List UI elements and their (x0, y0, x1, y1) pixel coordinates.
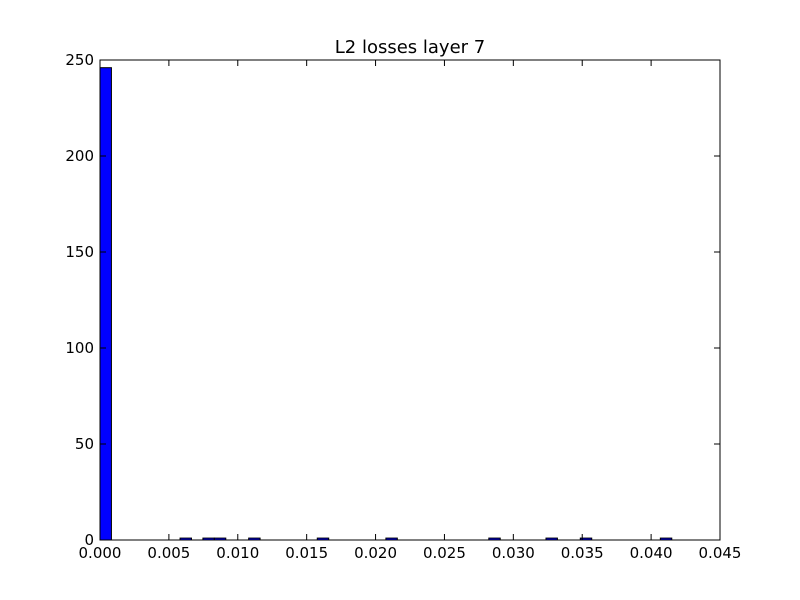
y-tick-label-2: 100 (65, 339, 94, 357)
y-tick-label-4: 200 (65, 147, 94, 165)
bars-group (99, 67, 673, 541)
y-tick-label-3: 150 (65, 243, 94, 261)
x-tick-label-7: 0.035 (561, 544, 604, 562)
ticks-group: 0.000 0.005 0.010 0.015 0.020 0.025 0.030 0.035… (65, 51, 741, 562)
x-tick-label-0: 0.000 (79, 544, 122, 562)
plot-frame (99, 59, 721, 541)
y-tick-label-0: 0 (84, 531, 94, 549)
chart-title: L2 losses layer 7 (335, 37, 485, 58)
x-tick-label-3: 0.015 (285, 544, 328, 562)
y-tick-label-5: 250 (65, 51, 94, 69)
x-tick-label-1: 0.005 (147, 544, 190, 562)
y-tick-label-1: 50 (75, 435, 94, 453)
histogram-bar-0 (99, 67, 112, 541)
x-tick-label-9: 0.045 (699, 544, 742, 562)
x-tick-label-2: 0.010 (216, 544, 259, 562)
x-tick-label-8: 0.040 (630, 544, 673, 562)
x-tick-label-4: 0.020 (354, 544, 397, 562)
x-tick-label-6: 0.030 (492, 544, 535, 562)
x-tick-label-5: 0.025 (423, 544, 466, 562)
